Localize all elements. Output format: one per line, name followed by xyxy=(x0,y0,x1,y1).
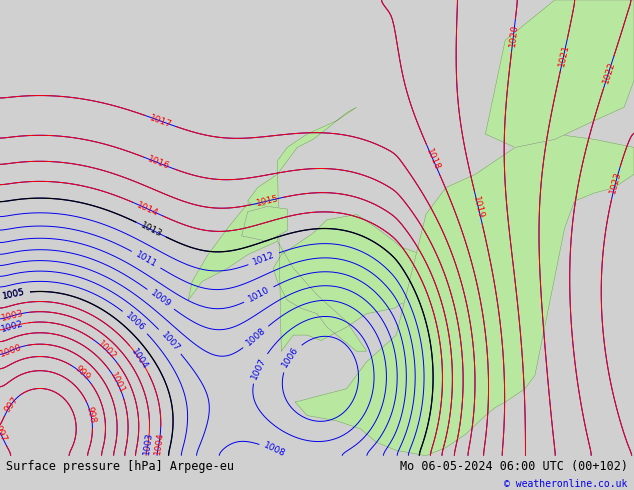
Text: 998: 998 xyxy=(84,405,97,424)
Text: 1019: 1019 xyxy=(471,195,485,220)
Text: 1017: 1017 xyxy=(148,113,173,129)
Text: 1011: 1011 xyxy=(134,250,158,269)
Text: Surface pressure [hPa] Arpege-eu: Surface pressure [hPa] Arpege-eu xyxy=(6,460,235,473)
Text: 1002: 1002 xyxy=(95,340,118,362)
Text: 1023: 1023 xyxy=(609,171,623,195)
Text: 1012: 1012 xyxy=(252,250,276,267)
Text: 1020: 1020 xyxy=(508,24,519,48)
Polygon shape xyxy=(248,107,434,351)
Text: 1003: 1003 xyxy=(1,309,25,323)
Text: Mo 06-05-2024 06:00 UTC (00+102): Mo 06-05-2024 06:00 UTC (00+102) xyxy=(399,460,628,473)
Text: 1014: 1014 xyxy=(136,200,160,218)
Text: 1007: 1007 xyxy=(159,330,181,353)
Text: 1021: 1021 xyxy=(557,43,571,67)
Text: 997: 997 xyxy=(3,395,20,414)
Polygon shape xyxy=(295,134,634,456)
Polygon shape xyxy=(486,0,634,147)
Text: 1006: 1006 xyxy=(281,345,301,369)
Text: 999: 999 xyxy=(72,365,91,383)
Text: 997: 997 xyxy=(0,424,8,444)
Text: 1016: 1016 xyxy=(146,155,171,172)
Text: 1007: 1007 xyxy=(250,356,268,380)
Text: 1008: 1008 xyxy=(244,326,268,348)
Text: 1018: 1018 xyxy=(425,147,442,172)
Text: 1015: 1015 xyxy=(255,194,280,208)
Text: 1005: 1005 xyxy=(1,288,26,301)
Text: 1008: 1008 xyxy=(262,441,287,459)
Text: 1006: 1006 xyxy=(124,311,147,333)
Polygon shape xyxy=(242,206,287,241)
Text: 1004: 1004 xyxy=(153,431,165,455)
Text: 1004: 1004 xyxy=(130,347,150,371)
Text: 1013: 1013 xyxy=(139,220,164,239)
Text: 1022: 1022 xyxy=(601,60,616,84)
Text: 1010: 1010 xyxy=(247,285,271,304)
Text: 1002: 1002 xyxy=(1,319,25,334)
Text: 1009: 1009 xyxy=(149,289,172,310)
Polygon shape xyxy=(188,204,281,300)
Text: 1005: 1005 xyxy=(1,288,26,301)
Text: © weatheronline.co.uk: © weatheronline.co.uk xyxy=(504,480,628,490)
Text: 1000: 1000 xyxy=(0,343,23,359)
Text: 1003: 1003 xyxy=(142,431,154,455)
Text: 1001: 1001 xyxy=(108,371,127,396)
